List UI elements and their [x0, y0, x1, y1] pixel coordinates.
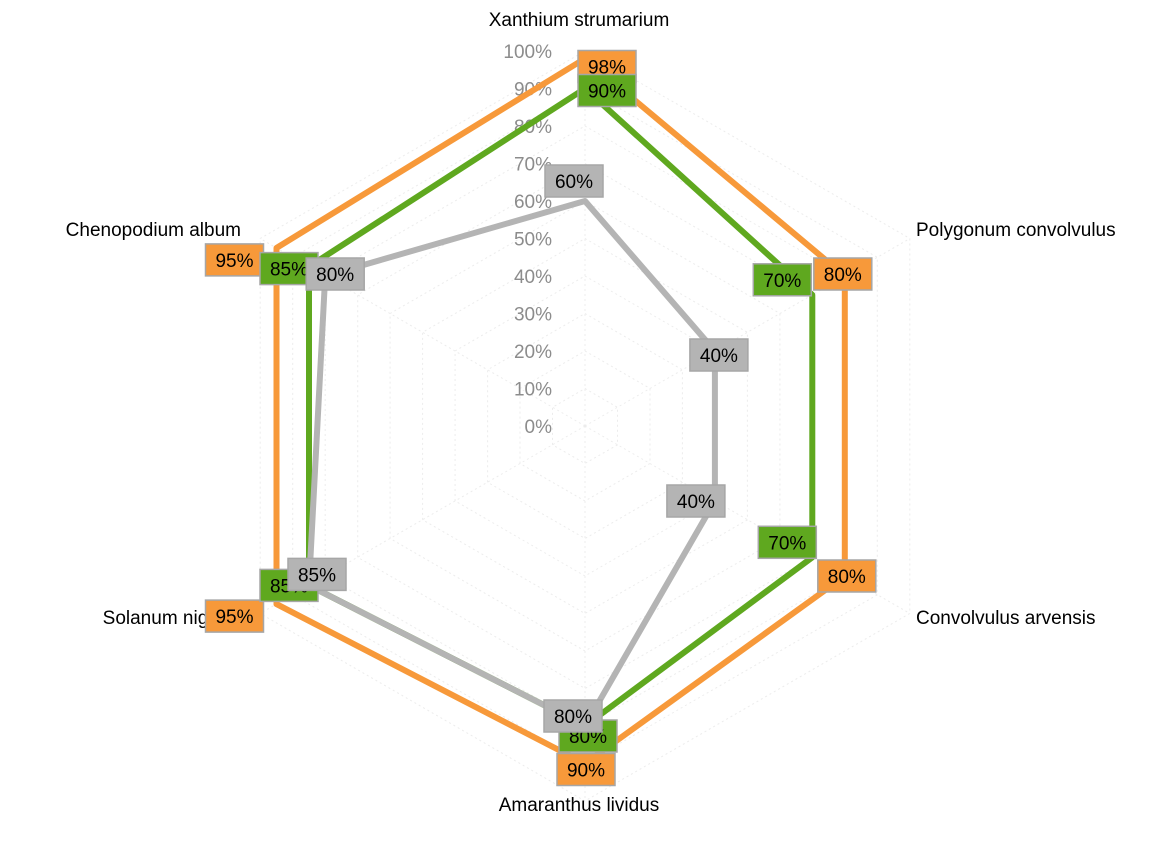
data-labels: 98% 80% 80% 90% 95% 95% 90% 70% 70% 80% 85% 85% 60% 4…: [204, 49, 877, 787]
data-label-text: 85%: [298, 565, 336, 586]
r-tick-label: 20%: [514, 342, 552, 363]
data-label: 90%: [556, 752, 616, 787]
data-label: 40%: [689, 338, 749, 372]
data-label-text: 85%: [270, 260, 308, 281]
data-label-box: [543, 699, 603, 733]
data-label-box: [556, 752, 616, 787]
data-label-box: [287, 557, 347, 592]
data-label-box: [813, 257, 873, 291]
data-label: 80%: [817, 559, 877, 593]
data-label-text: 80%: [554, 707, 592, 728]
category-label: Amaranthus lividus: [499, 795, 660, 816]
data-label: 70%: [752, 263, 813, 297]
data-label: 80%: [813, 257, 873, 291]
radar-grid: [259, 50, 911, 802]
data-label: 80%: [305, 257, 365, 291]
series-line: [306, 198, 718, 729]
data-label: 70%: [757, 525, 818, 560]
data-label-box: [757, 525, 818, 560]
data-label-box: [817, 559, 877, 593]
data-label: 95%: [204, 599, 265, 633]
r-tick-label: 50%: [514, 230, 552, 251]
data-label-text: 80%: [316, 265, 354, 286]
data-label-text: 70%: [768, 533, 806, 554]
data-label-text: 60%: [555, 172, 593, 193]
r-tick-label: 80%: [514, 117, 552, 138]
data-label-box: [305, 257, 365, 291]
data-label: 95%: [204, 243, 265, 277]
data-label-box: [752, 263, 813, 297]
r-tick-label: 30%: [514, 305, 552, 326]
data-label-box: [544, 164, 604, 198]
category-labels: Xanthium strumarium Polygonum convolvulus…: [66, 10, 1116, 816]
data-label: 60%: [544, 164, 604, 198]
data-label-box: [204, 243, 265, 277]
data-label-text: 40%: [700, 346, 738, 367]
category-label: Polygonum convolvulus: [916, 220, 1116, 241]
r-tick-label: 10%: [514, 380, 552, 401]
data-label-box: [577, 73, 637, 108]
data-label-text: 40%: [677, 492, 715, 513]
category-label: Chenopodium album: [66, 220, 241, 241]
r-tick-label: 60%: [514, 192, 552, 213]
data-label-box: [204, 599, 265, 633]
data-label: 90%: [577, 73, 637, 108]
category-label: Xanthium strumarium: [489, 10, 670, 31]
data-label-text: 90%: [588, 82, 626, 103]
data-label-text: 70%: [763, 271, 801, 292]
data-label: 80%: [543, 699, 603, 733]
data-label-text: 90%: [567, 761, 605, 782]
data-label-box: [666, 484, 726, 518]
data-label: 85%: [287, 557, 347, 592]
data-label: 40%: [666, 484, 726, 518]
grid-ring: [259, 50, 911, 802]
data-label-text: 95%: [215, 251, 253, 272]
data-label-text: 98%: [588, 58, 626, 79]
data-label-text: 95%: [215, 607, 253, 628]
data-label-text: 80%: [824, 265, 862, 286]
r-tick-label: 40%: [514, 267, 552, 288]
r-tick-label: 70%: [514, 155, 552, 176]
r-tick-label: 0%: [525, 417, 553, 438]
category-label: Convolvulus arvensis: [916, 608, 1096, 629]
r-tick-label: 100%: [503, 42, 552, 63]
radial-axis-ticks: 0%10%20%30%40%50%60%70%80%90%100%: [503, 42, 552, 438]
data-label-box: [689, 338, 749, 372]
data-label-text: 80%: [828, 567, 866, 588]
